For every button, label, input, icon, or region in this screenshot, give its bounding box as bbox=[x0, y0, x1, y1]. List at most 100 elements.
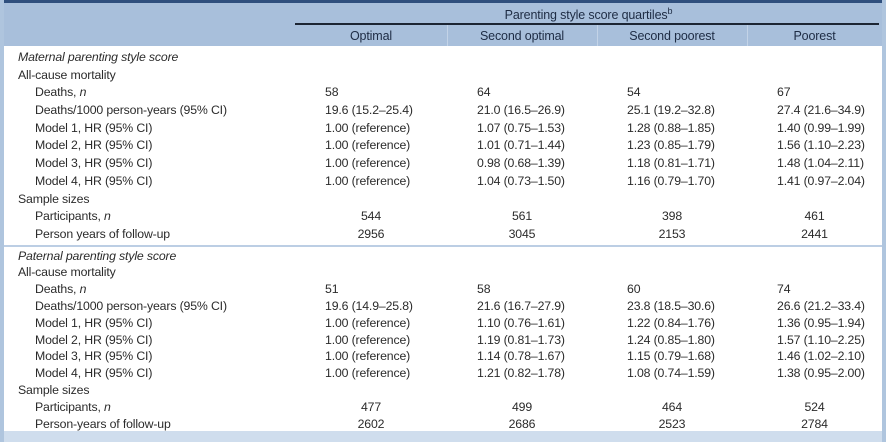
cell-value: 1.36 (0.95–1.94) bbox=[777, 315, 865, 330]
cell-value: 1.41 (0.97–2.04) bbox=[777, 173, 865, 188]
table-body: Maternal parenting style score All-cause… bbox=[4, 46, 882, 433]
cell-value: 2956 bbox=[357, 226, 385, 241]
cell-value: 19.6 (14.9–25.8) bbox=[325, 298, 413, 313]
row-label-text: Model 2, HR (95% CI) bbox=[35, 332, 153, 347]
cell-value: 1.15 (0.79–1.68) bbox=[627, 349, 715, 364]
spanning-header-text: Parenting style score quartiles bbox=[504, 8, 668, 23]
row-label-text: Deaths, bbox=[35, 282, 80, 297]
spanning-column-header: Parenting style score quartilesb bbox=[295, 6, 882, 22]
cell-value: 58 bbox=[477, 282, 491, 297]
row-label: Model 2, HR (95% CI) bbox=[4, 137, 295, 155]
header-rule bbox=[295, 23, 879, 25]
column-header-second-optimal: Second optimal bbox=[479, 28, 565, 43]
row-label-text: Person years of follow-up bbox=[35, 226, 170, 241]
header-column-divider bbox=[447, 25, 448, 46]
row-label-text: Deaths/1000 person-years (95% CI) bbox=[35, 103, 227, 118]
cell-value: 54 bbox=[627, 85, 641, 100]
cell-value: 2523 bbox=[658, 416, 686, 431]
row-label-text: Deaths, bbox=[35, 85, 80, 100]
cell-value: 1.22 (0.84–1.76) bbox=[627, 315, 715, 330]
cell-value: 1.04 (0.73–1.50) bbox=[477, 173, 565, 188]
group-header: All-cause mortality bbox=[18, 67, 116, 82]
cell-value: 561 bbox=[511, 209, 533, 224]
row-label: Person-years of follow-up bbox=[4, 416, 295, 433]
sample-sizes-header: Sample sizes bbox=[18, 382, 90, 397]
cell-value: 464 bbox=[661, 399, 683, 414]
cell-value: 1.14 (0.78–1.67) bbox=[477, 349, 565, 364]
cell-value: 64 bbox=[477, 85, 491, 100]
group-header-row: All-cause mortality bbox=[4, 67, 882, 85]
table-row-model-2: Model 2, HR (95% CI) 1.00 (reference) 1.… bbox=[4, 137, 882, 155]
row-label: Model 4, HR (95% CI) bbox=[4, 365, 295, 382]
table-row-model-4: Model 4, HR (95% CI) 1.00 (reference) 1.… bbox=[4, 173, 882, 191]
cell-value: 1.40 (0.99–1.99) bbox=[777, 120, 865, 135]
row-label-text: Model 1, HR (95% CI) bbox=[35, 315, 153, 330]
group-header: All-cause mortality bbox=[18, 265, 116, 280]
table-header: Parenting style score quartilesb Optimal… bbox=[4, 3, 882, 46]
cell-value: 0.98 (0.68–1.39) bbox=[477, 156, 565, 171]
cell-value: 1.57 (1.10–2.25) bbox=[777, 332, 865, 347]
footnote-marker: b bbox=[667, 6, 673, 16]
cell-value: 1.19 (0.81–1.73) bbox=[477, 332, 565, 347]
cell-value: 1.28 (0.88–1.85) bbox=[627, 120, 715, 135]
cell-value: 21.6 (16.7–27.9) bbox=[477, 298, 565, 313]
cell-value: 26.6 (21.2–33.4) bbox=[777, 298, 865, 313]
cell-value: 1.56 (1.10–2.23) bbox=[777, 138, 865, 153]
cell-value: 67 bbox=[777, 85, 791, 100]
sample-sizes-header-row: Sample sizes bbox=[4, 191, 882, 209]
row-label-text: Person-years of follow-up bbox=[35, 416, 171, 431]
cell-value: 477 bbox=[360, 399, 382, 414]
cell-value: 1.07 (0.75–1.53) bbox=[477, 120, 565, 135]
table-row-model-2: Model 2, HR (95% CI) 1.00 (reference) 1.… bbox=[4, 332, 882, 349]
row-label-italic: n bbox=[103, 209, 111, 224]
cell-value: 1.16 (0.79–1.70) bbox=[627, 173, 715, 188]
cell-value: 1.01 (0.71–1.44) bbox=[477, 138, 565, 153]
cell-value: 1.00 (reference) bbox=[325, 138, 411, 153]
row-label-text: Model 3, HR (95% CI) bbox=[35, 156, 153, 171]
table-row-deaths: Deaths, n 51 58 60 74 bbox=[4, 281, 882, 298]
cell-value: 1.46 (1.02–2.10) bbox=[777, 349, 865, 364]
header-column-divider bbox=[747, 25, 748, 46]
cell-value: 1.48 (1.04–2.11) bbox=[777, 156, 864, 171]
table-row-participants: Participants, n 477 499 464 524 bbox=[4, 399, 882, 416]
row-label: Model 1, HR (95% CI) bbox=[4, 120, 295, 138]
cell-value: 58 bbox=[325, 85, 339, 100]
cell-value: 2441 bbox=[801, 226, 828, 241]
row-label: Model 3, HR (95% CI) bbox=[4, 348, 295, 365]
cell-value: 461 bbox=[804, 209, 825, 224]
cell-value: 1.10 (0.76–1.61) bbox=[477, 315, 565, 330]
cell-value: 19.6 (15.2–25.4) bbox=[325, 103, 413, 118]
table-top-border bbox=[4, 0, 882, 3]
cell-value: 1.00 (reference) bbox=[325, 173, 411, 188]
sample-sizes-header-row: Sample sizes bbox=[4, 382, 882, 399]
cell-value: 499 bbox=[511, 399, 533, 414]
cell-value: 3045 bbox=[508, 226, 536, 241]
cell-value: 1.00 (reference) bbox=[325, 315, 411, 330]
row-label-text: Model 4, HR (95% CI) bbox=[35, 173, 153, 188]
cell-value: 1.00 (reference) bbox=[325, 332, 411, 347]
row-label-text: Model 4, HR (95% CI) bbox=[35, 366, 153, 381]
cell-value: 398 bbox=[661, 209, 683, 224]
row-label-text: Model 1, HR (95% CI) bbox=[35, 120, 153, 135]
row-label-text: Model 3, HR (95% CI) bbox=[35, 349, 153, 364]
cell-value: 74 bbox=[777, 282, 791, 297]
row-label: Model 2, HR (95% CI) bbox=[4, 332, 295, 349]
table-row-person-years: Person years of follow-up 2956 3045 2153… bbox=[4, 226, 882, 244]
table-row-model-4: Model 4, HR (95% CI) 1.00 (reference) 1.… bbox=[4, 365, 882, 382]
cell-value: 1.21 (0.82–1.78) bbox=[477, 366, 565, 381]
cell-value: 23.8 (18.5–30.6) bbox=[627, 298, 715, 313]
row-label: Model 4, HR (95% CI) bbox=[4, 173, 295, 191]
column-header-optimal: Optimal bbox=[349, 28, 393, 43]
table-row-model-1: Model 1, HR (95% CI) 1.00 (reference) 1.… bbox=[4, 315, 882, 332]
section-title-row: Paternal parenting style score bbox=[4, 248, 882, 265]
row-label: Deaths/1000 person-years (95% CI) bbox=[4, 102, 295, 120]
row-label-text: Participants, bbox=[35, 209, 104, 224]
cell-value: 2686 bbox=[508, 416, 536, 431]
cell-value: 2153 bbox=[658, 226, 686, 241]
row-label: Person years of follow-up bbox=[4, 226, 295, 244]
cell-value: 524 bbox=[804, 399, 825, 414]
row-label-italic: n bbox=[103, 399, 111, 414]
cell-value: 2602 bbox=[357, 416, 385, 431]
row-label-text: Deaths/1000 person-years (95% CI) bbox=[35, 298, 227, 313]
